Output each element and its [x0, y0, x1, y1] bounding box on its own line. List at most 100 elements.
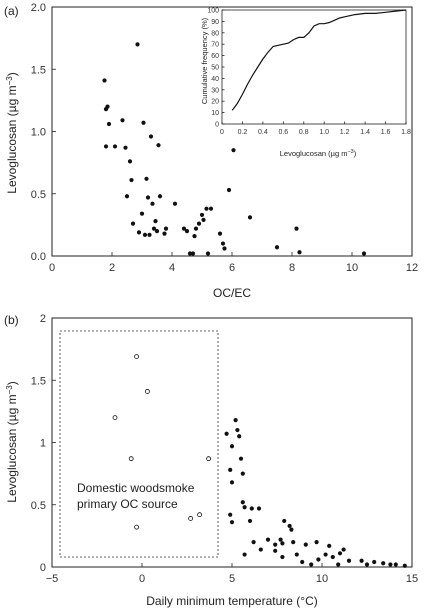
panel-a-ytick-label: 1.5	[31, 64, 46, 76]
filled-scatter-point	[327, 543, 332, 548]
filled-scatter-point	[249, 506, 254, 511]
scatter-point	[130, 221, 136, 226]
scatter-point	[123, 145, 128, 150]
panel-b-xlabel-unit: °C	[300, 594, 314, 608]
filled-scatter-point	[235, 427, 240, 433]
inset-xtick-label: 1.8	[401, 129, 411, 136]
panel-a-xtick-label: 10	[346, 262, 358, 274]
scatter-point	[106, 121, 112, 127]
open-scatter-point	[134, 354, 140, 359]
panel-a-ytick-label: 1.0	[31, 127, 46, 139]
scatter-point	[172, 201, 178, 206]
filled-scatter-point	[273, 542, 278, 547]
inset-background	[222, 10, 406, 124]
inset-ytick-label: 70	[211, 42, 219, 49]
panel-b-xtick-label: 5	[229, 573, 235, 585]
scatter-point	[201, 217, 206, 222]
inset-xlabel-main: Levoglucosan (µg m	[280, 149, 348, 158]
scatter-point	[148, 134, 154, 139]
inset-xtick-label: 0.4	[258, 129, 268, 136]
inset-ytick-label: 40	[211, 76, 219, 83]
panel-a-ylabel: Levoglucosan (µg m−3)	[5, 72, 20, 193]
filled-scatter-point	[359, 558, 364, 563]
inset-ytick-label: 30	[211, 87, 219, 94]
filled-scatter-point	[280, 541, 285, 546]
scatter-point	[208, 206, 214, 211]
filled-scatter-point	[258, 547, 263, 552]
filled-scatter-point	[229, 520, 235, 525]
scatter-point	[190, 251, 196, 256]
panel-a-ylabel-main: Levoglucosan (µg m	[5, 85, 19, 193]
scatter-point	[112, 144, 118, 149]
panel-b-ytick-label: 0	[40, 562, 46, 574]
panel-a-xtick-label: 8	[289, 262, 295, 274]
inset-xlabel-close: )	[354, 149, 357, 158]
inset-xtick-label: 1.2	[340, 129, 350, 136]
scatter-point	[103, 144, 109, 149]
scatter-point	[220, 241, 226, 246]
inset-ytick-label: 60	[211, 53, 219, 60]
filled-scatter-point	[287, 523, 292, 529]
scatter-point	[120, 118, 125, 123]
filled-scatter-point	[228, 467, 233, 472]
inset-ylabel: Cumulative frequency (%)	[200, 17, 209, 104]
scatter-point	[222, 246, 227, 251]
scatter-point	[153, 219, 158, 224]
scatter-point	[150, 201, 155, 206]
filled-scatter-point	[228, 512, 233, 517]
inset-plot: 0 0.2 0.4 0.6 0.8 1.0 1.2 1.4 1.6 1.8 0 10 20 30 40 50 6…	[207, 8, 411, 137]
filled-scatter-point	[341, 547, 346, 552]
scatter-point	[162, 231, 167, 236]
panel-a-xtick-label: 2	[109, 262, 115, 274]
inset-xtick-label: 0	[220, 129, 224, 136]
panel-a-ylabel-exp: −3	[5, 76, 14, 86]
filled-scatter-point	[280, 554, 285, 560]
inset-ytick-label: 0	[215, 122, 219, 129]
panel-b-xlabel: Daily minimum temperature (°C)	[146, 594, 318, 608]
open-scatter-point	[128, 456, 134, 462]
scatter-point	[297, 250, 302, 255]
filled-scatter-point	[238, 456, 244, 461]
scatter-point	[145, 195, 151, 200]
filled-scatter-point	[303, 542, 308, 547]
open-scatter-point	[188, 516, 194, 521]
scatter-point	[361, 251, 367, 256]
filled-scatter-point	[224, 431, 229, 436]
panel-b-xtick-label: 10	[316, 573, 328, 585]
filled-scatter-point	[282, 518, 287, 524]
scatter-point	[124, 194, 130, 199]
panel-a-ytick-label: 2.0	[31, 2, 46, 14]
filled-scatter-point	[337, 551, 343, 556]
open-scatter-point	[144, 389, 150, 394]
filled-scatter-point	[247, 518, 253, 524]
panel-b-ytick-label: 1	[40, 438, 46, 450]
cumulative-frequency-line	[231, 9, 407, 111]
scatter-point	[294, 226, 299, 231]
panel-a-xlabel: OC/EC	[213, 286, 251, 300]
inset-ytick-label: 90	[211, 19, 219, 26]
scatter-point	[135, 42, 140, 47]
panel-b-ylabel: Levoglucosan (µg m−3)	[5, 381, 20, 502]
scatter-point	[156, 143, 161, 148]
filled-scatter-point	[289, 527, 294, 532]
inset-ytick-label: 80	[211, 30, 219, 37]
scatter-point	[136, 230, 142, 235]
inset-xtick-label: 1.0	[319, 129, 329, 136]
scatter-point	[154, 229, 160, 234]
filled-scatter-point	[229, 480, 235, 485]
filled-scatter-point	[233, 417, 238, 423]
scatter-point	[142, 232, 148, 237]
scatter-point	[192, 233, 197, 239]
filled-scatter-point	[291, 540, 296, 545]
scatter-point	[274, 245, 280, 250]
scatter-point	[129, 177, 134, 183]
filled-scatter-point	[265, 537, 271, 542]
scatter-point	[199, 212, 205, 218]
panel-a-xtick-label: 0	[49, 262, 55, 274]
filled-scatter-point	[336, 562, 341, 567]
filled-scatter-point	[278, 537, 283, 542]
filled-scatter-point	[372, 559, 377, 565]
filled-scatter-point	[346, 558, 352, 563]
